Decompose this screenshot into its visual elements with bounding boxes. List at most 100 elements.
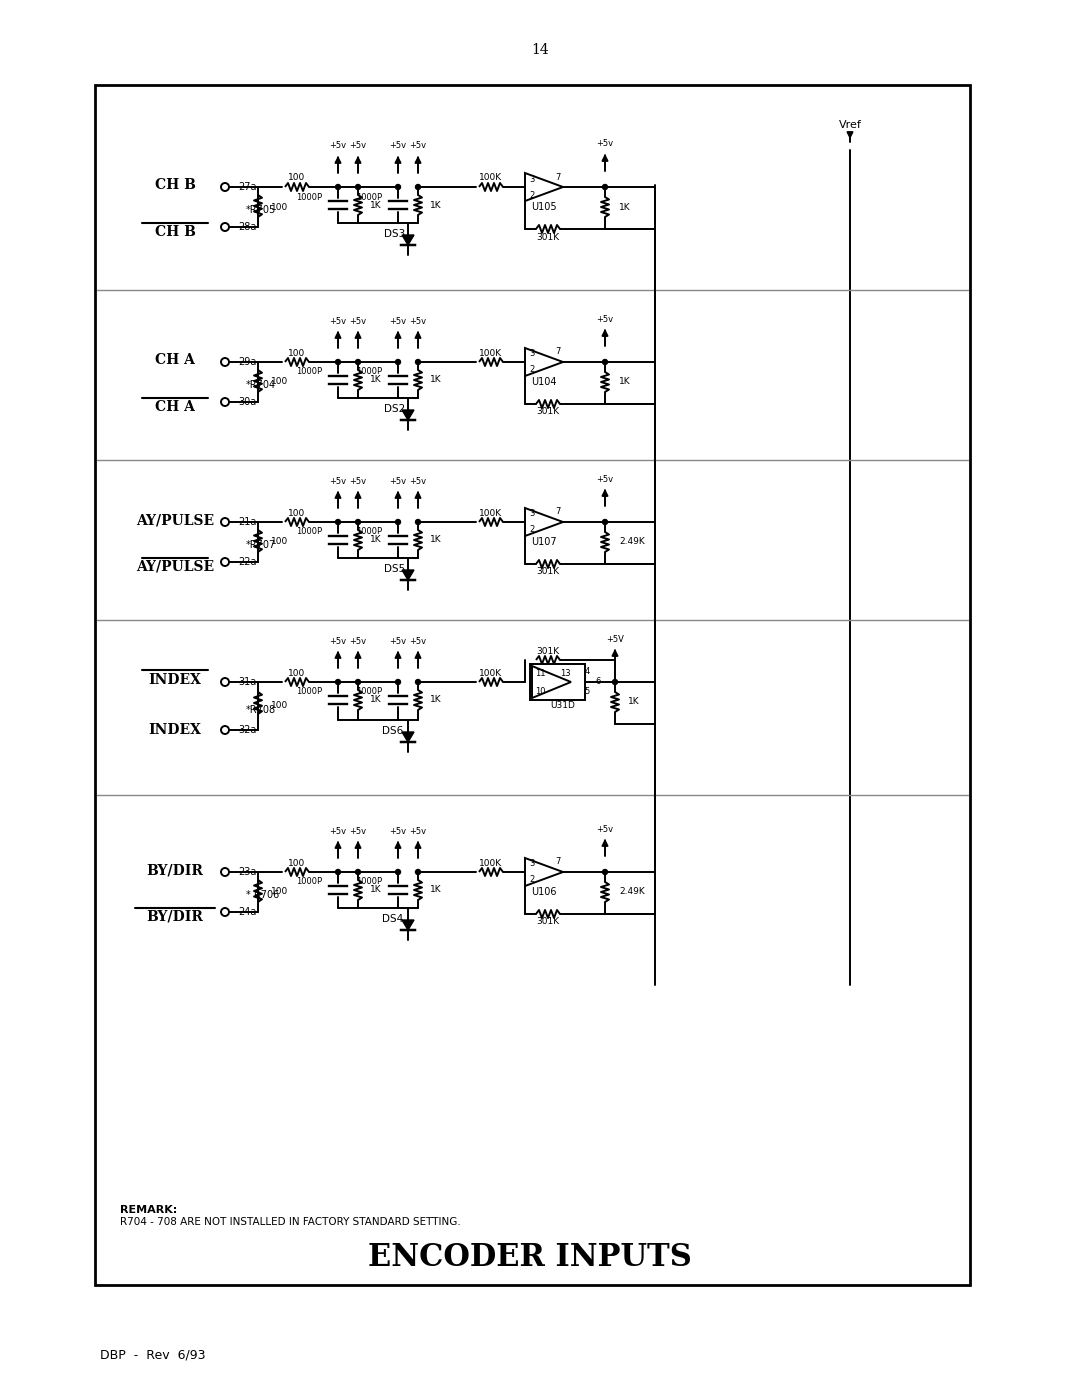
Text: 100: 100 — [271, 377, 288, 387]
Text: 1000P: 1000P — [356, 193, 382, 201]
Text: BY/DIR: BY/DIR — [147, 863, 203, 877]
Text: 100K: 100K — [480, 173, 502, 183]
Text: 13: 13 — [559, 669, 570, 678]
Text: +5v: +5v — [390, 317, 406, 326]
Bar — [530, 664, 585, 700]
Text: 7: 7 — [555, 858, 561, 866]
Text: 1K: 1K — [370, 376, 381, 384]
Text: Vref: Vref — [838, 120, 862, 130]
Circle shape — [395, 869, 401, 875]
Text: REMARK:: REMARK: — [120, 1206, 177, 1215]
Text: 100: 100 — [271, 887, 288, 897]
Text: +5v: +5v — [390, 476, 406, 486]
Text: 100: 100 — [271, 538, 288, 546]
Text: 22a: 22a — [238, 557, 257, 567]
Circle shape — [336, 679, 340, 685]
Circle shape — [416, 359, 420, 365]
Text: +5v: +5v — [350, 827, 366, 835]
Text: INDEX: INDEX — [149, 673, 202, 687]
Text: +5v: +5v — [329, 637, 347, 645]
Text: +5v: +5v — [409, 141, 427, 151]
Text: CH A: CH A — [156, 400, 194, 414]
Text: 301K: 301K — [537, 408, 559, 416]
Text: DS2: DS2 — [384, 404, 406, 414]
Text: 100K: 100K — [480, 859, 502, 868]
Circle shape — [395, 520, 401, 524]
Text: 28a: 28a — [238, 222, 256, 232]
Circle shape — [355, 520, 361, 524]
Text: U31D: U31D — [551, 700, 576, 710]
Bar — [95, 85, 970, 1285]
Text: 301K: 301K — [537, 647, 559, 655]
Text: +5v: +5v — [350, 476, 366, 486]
Text: 1K: 1K — [430, 886, 442, 894]
Text: 3: 3 — [529, 349, 535, 359]
Text: 1K: 1K — [430, 201, 442, 210]
Text: 1K: 1K — [619, 203, 631, 211]
Text: 2: 2 — [529, 525, 535, 535]
Text: 27a: 27a — [238, 182, 257, 191]
Text: * R706: * R706 — [246, 890, 280, 900]
Text: 6: 6 — [595, 678, 600, 686]
Circle shape — [336, 869, 340, 875]
Text: 100: 100 — [288, 348, 306, 358]
Circle shape — [395, 184, 401, 190]
Text: 32a: 32a — [238, 725, 256, 735]
Text: 1000P: 1000P — [296, 528, 322, 536]
Text: +5v: +5v — [329, 317, 347, 326]
Text: U106: U106 — [531, 887, 557, 897]
Circle shape — [416, 869, 420, 875]
Text: 1K: 1K — [370, 886, 381, 894]
Text: *R708: *R708 — [246, 705, 276, 715]
Circle shape — [395, 679, 401, 685]
Text: DBP  -  Rev  6/93: DBP - Rev 6/93 — [100, 1348, 205, 1362]
Text: U104: U104 — [531, 377, 557, 387]
Text: 7: 7 — [555, 172, 561, 182]
Text: 1000P: 1000P — [356, 687, 382, 697]
Text: 2.49K: 2.49K — [619, 887, 645, 897]
Text: AY/PULSE: AY/PULSE — [136, 560, 214, 574]
Text: 1000P: 1000P — [296, 877, 322, 887]
Text: 23a: 23a — [238, 868, 256, 877]
Text: 1000P: 1000P — [296, 367, 322, 377]
Text: 100: 100 — [271, 203, 288, 211]
Text: 301K: 301K — [537, 567, 559, 577]
Text: +5v: +5v — [409, 476, 427, 486]
Text: 4: 4 — [584, 668, 590, 676]
Text: +5v: +5v — [596, 314, 613, 324]
Polygon shape — [402, 235, 414, 244]
Text: BY/DIR: BY/DIR — [147, 909, 203, 923]
Text: +5v: +5v — [390, 637, 406, 645]
Text: 2: 2 — [529, 876, 535, 884]
Text: U105: U105 — [531, 203, 557, 212]
Text: 2.49K: 2.49K — [619, 538, 645, 546]
Text: +5v: +5v — [390, 141, 406, 151]
Text: CH B: CH B — [154, 225, 195, 239]
Text: +5v: +5v — [409, 317, 427, 326]
Circle shape — [336, 359, 340, 365]
Text: +5v: +5v — [409, 637, 427, 645]
Text: +5v: +5v — [350, 637, 366, 645]
Text: 30a: 30a — [238, 397, 256, 407]
Text: AY/PULSE: AY/PULSE — [136, 513, 214, 527]
Text: DS5: DS5 — [384, 564, 406, 574]
Circle shape — [355, 359, 361, 365]
Text: 24a: 24a — [238, 907, 256, 916]
Text: DS3: DS3 — [384, 229, 406, 239]
Polygon shape — [402, 921, 414, 930]
Text: 100K: 100K — [480, 509, 502, 517]
Text: 100: 100 — [288, 669, 306, 678]
Text: R704 - 708 ARE NOT INSTALLED IN FACTORY STANDARD SETTING.: R704 - 708 ARE NOT INSTALLED IN FACTORY … — [120, 1217, 461, 1227]
Text: 1K: 1K — [370, 201, 381, 210]
Text: 1K: 1K — [370, 535, 381, 545]
Circle shape — [416, 520, 420, 524]
Text: U107: U107 — [531, 536, 557, 548]
Text: 1000P: 1000P — [356, 367, 382, 377]
Text: DS6: DS6 — [382, 726, 404, 736]
Text: +5v: +5v — [596, 475, 613, 483]
Text: 11: 11 — [535, 669, 545, 678]
Circle shape — [336, 184, 340, 190]
Text: 100: 100 — [271, 700, 288, 710]
Text: 5: 5 — [584, 687, 590, 697]
Text: 7: 7 — [555, 507, 561, 517]
